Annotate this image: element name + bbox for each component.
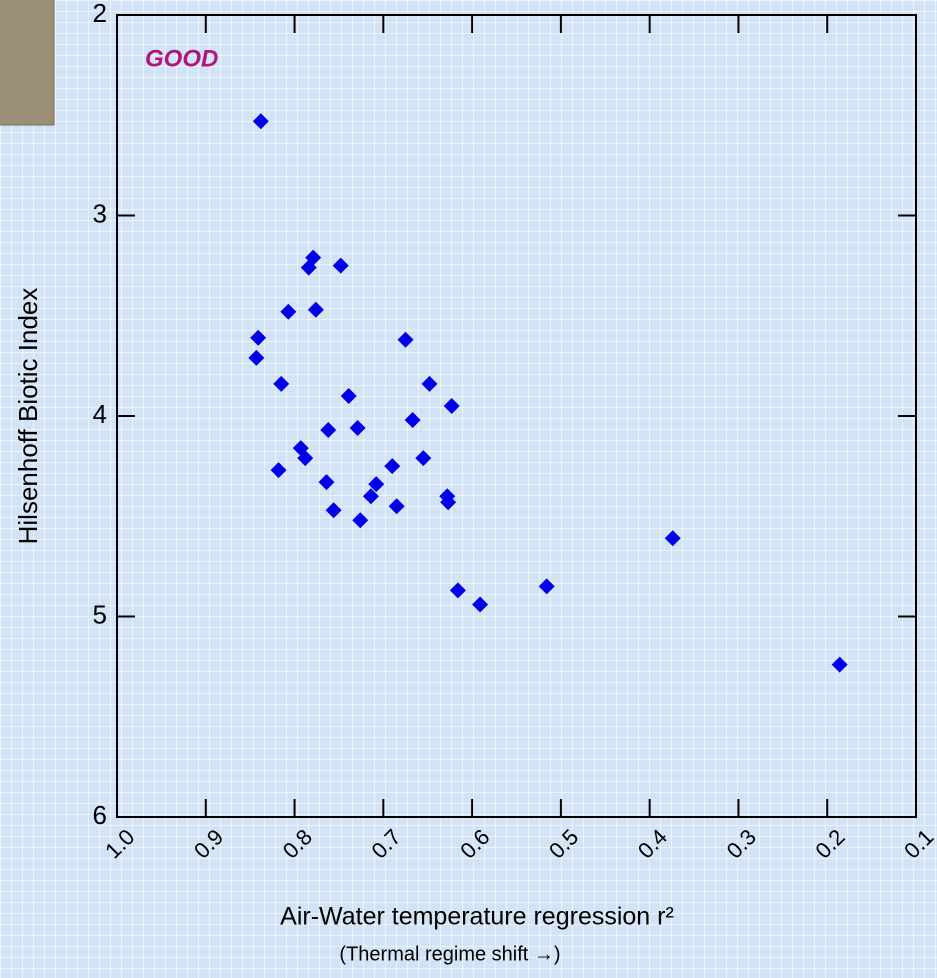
point — [340, 387, 357, 404]
point — [270, 462, 287, 479]
x-tick-label: 0.9 — [189, 824, 228, 863]
point — [318, 474, 335, 491]
point — [297, 450, 314, 467]
insect-photo — [0, 0, 55, 126]
point — [397, 331, 414, 348]
point — [538, 578, 555, 595]
point — [300, 259, 317, 276]
point — [421, 375, 438, 392]
point — [368, 476, 385, 493]
x-tick-label: 0.3 — [722, 824, 761, 863]
x-tick-label: 0.6 — [455, 824, 494, 863]
y-tick-label: 5 — [93, 599, 107, 629]
x-tick-label: 1.0 — [100, 824, 139, 863]
point — [280, 303, 297, 320]
point — [440, 494, 457, 511]
point — [320, 422, 337, 439]
y-tick-label: 3 — [93, 198, 107, 228]
y-axis-label: Hilsenhoff Biotic Index — [13, 288, 43, 545]
y-tick-label: 4 — [93, 399, 107, 429]
point — [443, 397, 460, 414]
point — [404, 412, 421, 429]
point — [362, 488, 379, 505]
x-tick-label: 0.4 — [633, 824, 672, 863]
annotation: GOOD — [145, 45, 218, 72]
x-tick-label: 0.5 — [544, 824, 583, 863]
point — [332, 257, 349, 274]
y-tick-label: 2 — [93, 0, 107, 28]
x-tick-label: 0.2 — [810, 824, 849, 863]
point — [388, 498, 405, 515]
point — [831, 656, 848, 673]
x-tick-label: 0.1 — [899, 824, 937, 863]
point — [472, 596, 489, 613]
point — [273, 375, 290, 392]
point — [415, 450, 432, 467]
point — [248, 349, 265, 366]
point — [349, 420, 366, 437]
point — [352, 512, 369, 529]
plot-frame — [116, 14, 917, 818]
x-tick-label: 0.8 — [278, 824, 317, 863]
x-axis-label: Air-Water temperature regression r² — [280, 903, 674, 931]
point — [325, 502, 342, 519]
y-tick-label: 6 — [93, 800, 107, 830]
point — [384, 458, 401, 475]
point — [250, 329, 267, 346]
subtitle: (Thermal regime shift →) — [339, 943, 560, 965]
point — [664, 530, 681, 547]
point — [307, 301, 324, 318]
point — [449, 582, 466, 599]
x-tick-label: 0.7 — [366, 824, 405, 863]
point — [252, 113, 269, 130]
